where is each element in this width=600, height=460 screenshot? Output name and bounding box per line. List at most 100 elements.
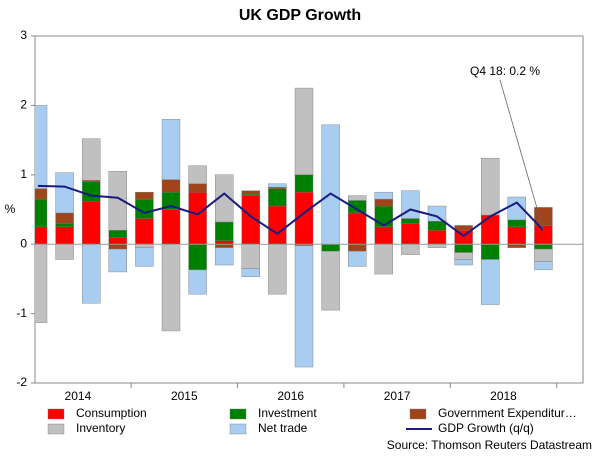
bar-segment (454, 259, 473, 266)
bar-segment (214, 240, 234, 245)
bar-segment (241, 268, 261, 278)
bar-segment (108, 171, 128, 231)
bar-segment (481, 157, 500, 216)
bar-segment (188, 183, 207, 193)
bar-segment (81, 138, 101, 181)
legend-swatch (47, 423, 65, 435)
bar-segment (374, 243, 393, 275)
annotation: Q4 18: 0.2 % (470, 64, 540, 78)
y-tick-label: 3 (20, 28, 27, 42)
bar-segment (81, 200, 101, 245)
bar-segment (108, 248, 128, 273)
bar-segment (454, 252, 473, 260)
bar-segment (507, 196, 526, 221)
bar-segment (35, 243, 48, 323)
bar-segment (35, 198, 48, 228)
bar-segment (534, 207, 553, 226)
bar-segment (374, 205, 393, 228)
y-axis-label: % (5, 202, 16, 216)
x-tick-label: 2015 (171, 389, 198, 403)
bar-segment (268, 188, 287, 207)
y-tick-label: -2 (16, 375, 27, 389)
bar-segment (348, 195, 367, 201)
bar-segment (161, 243, 181, 332)
bar-segment (427, 230, 447, 245)
bar-segment (401, 223, 420, 245)
bar-segment (321, 124, 340, 245)
x-tick-label: 2014 (65, 389, 92, 403)
bar-segment (108, 230, 128, 238)
legend-swatch (229, 408, 247, 420)
bar-segment (534, 225, 553, 245)
bar-segment (348, 243, 367, 252)
bar-segment (534, 248, 553, 262)
bar-segment (454, 243, 473, 253)
bar-segment (454, 225, 473, 231)
bar-segment (507, 226, 526, 245)
legend-swatch (409, 408, 427, 420)
bar-segment (321, 250, 340, 311)
bar-segment (161, 209, 181, 245)
bar-segment (268, 187, 287, 189)
bar-segment (188, 269, 207, 295)
bar-segment (55, 243, 74, 260)
bar-segment (268, 205, 287, 245)
bar-segment (507, 243, 526, 248)
bar-segment (55, 223, 74, 228)
legend-swatch (47, 408, 65, 420)
bar-segment (294, 174, 314, 193)
x-tick-label: 2016 (277, 389, 304, 403)
bar-segment (81, 181, 101, 202)
bar-segment (188, 191, 207, 245)
bar-segment (481, 243, 500, 260)
bar-segment (35, 226, 48, 245)
y-tick-label: 0 (20, 236, 27, 250)
bar-segment (534, 243, 553, 250)
bar-segment (35, 105, 48, 189)
y-tick-label: 1 (20, 167, 27, 181)
bar-segment (534, 261, 553, 271)
bar-segment (214, 221, 234, 241)
legend-label: Consumption (76, 406, 147, 420)
bar-segment (401, 243, 420, 255)
bar-segment (188, 165, 207, 185)
legend-label: Government Expenditur… (438, 406, 577, 420)
bar-segment (35, 188, 48, 200)
bar-segment (135, 218, 154, 245)
bar-segment (507, 219, 526, 228)
bar-segment (241, 190, 261, 195)
legend-label: Inventory (76, 421, 125, 435)
bar-segment (481, 214, 500, 245)
bar-segment (108, 237, 128, 245)
bar-segment (135, 243, 154, 248)
bar-segment (81, 243, 101, 304)
bar-segment (427, 205, 447, 222)
bar-segment (427, 243, 447, 248)
legend-swatch (229, 423, 247, 435)
bar-segment (214, 243, 234, 248)
bar-segment (241, 243, 261, 269)
bar-segment (268, 183, 287, 188)
bar-segment (135, 191, 154, 200)
bar-segment (241, 194, 261, 196)
bar-segment (161, 179, 181, 193)
legend-label: Investment (258, 406, 317, 420)
bar-segment (268, 243, 287, 295)
bar-segment (374, 198, 393, 207)
bar-segment (427, 221, 447, 231)
bars (35, 87, 553, 368)
bar-segment (214, 174, 234, 223)
y-tick-label: -1 (16, 306, 27, 320)
bar-segment (214, 247, 234, 266)
bar-segment (481, 259, 500, 305)
bar-segment (55, 212, 74, 224)
legend-label: GDP Growth (q/q) (438, 421, 534, 435)
bar-segment (348, 212, 367, 245)
legend-label: Net trade (258, 421, 308, 435)
source: Source: Thomson Reuters Datastream (387, 438, 592, 452)
bar-segment (55, 172, 74, 214)
bar-segment (108, 243, 128, 250)
bar-segment (294, 87, 314, 176)
bar-segment (401, 218, 420, 224)
